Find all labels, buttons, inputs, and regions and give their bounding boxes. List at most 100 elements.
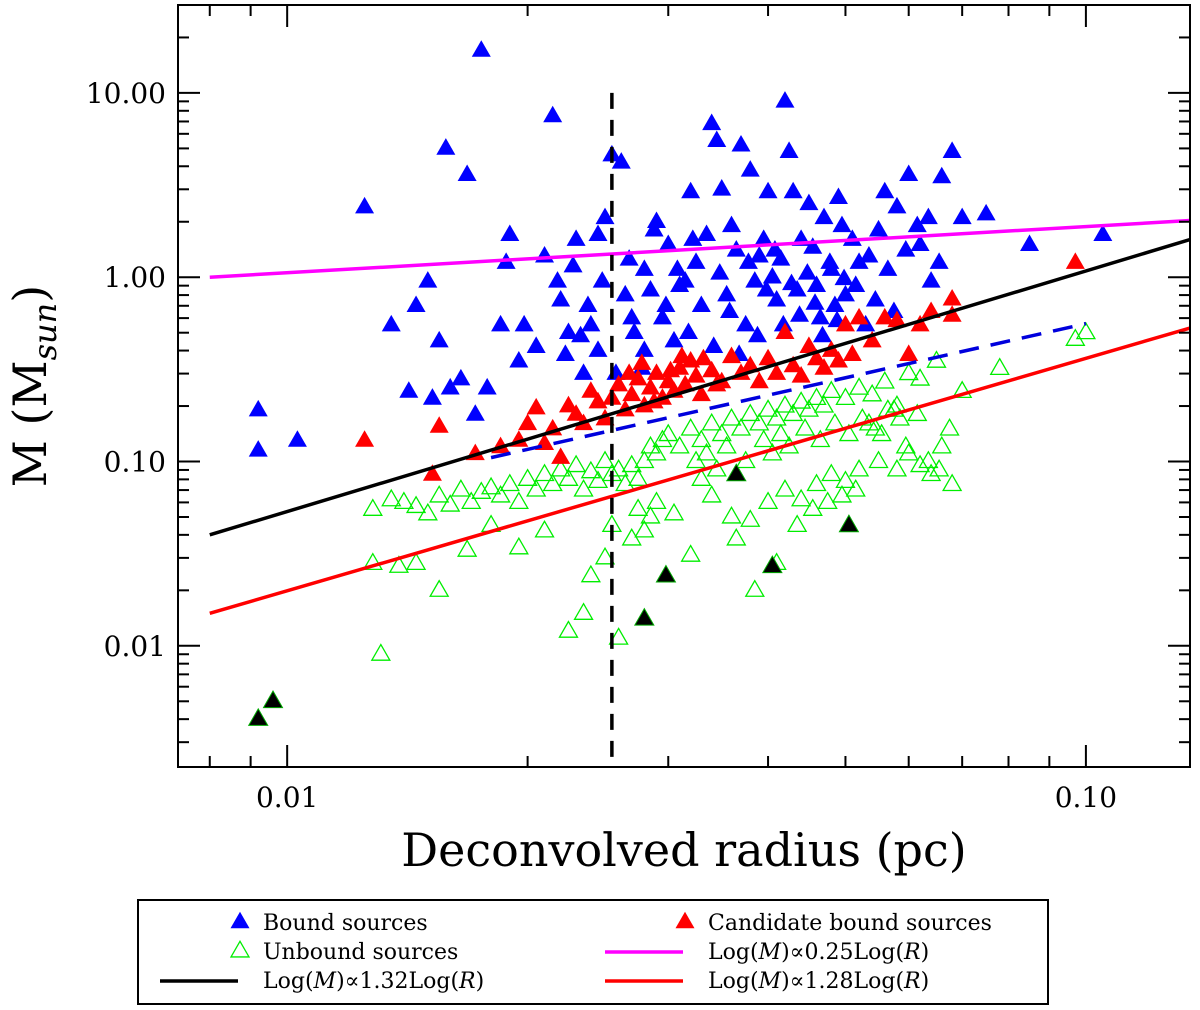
- data-point: [889, 408, 911, 426]
- series-candidate-bound-sources: [355, 252, 1085, 481]
- data-point: [931, 435, 952, 454]
- data-point: [608, 627, 629, 645]
- data-point: [862, 383, 883, 402]
- legend-label-bound: Bound sources: [263, 911, 428, 936]
- data-point: [646, 442, 667, 461]
- data-point: [862, 330, 882, 348]
- data-point: [457, 164, 477, 181]
- data-point: [471, 481, 492, 499]
- data-point: [942, 288, 962, 306]
- data-point: [817, 491, 838, 510]
- data-point: [907, 403, 928, 422]
- data-point: [580, 460, 601, 479]
- data-point: [865, 290, 885, 307]
- data-point: [405, 552, 427, 571]
- data-point: [939, 418, 960, 436]
- data-point: [429, 484, 450, 503]
- data-point: [640, 377, 660, 395]
- data-point: [989, 357, 1010, 376]
- data-point: [757, 399, 779, 417]
- data-point: [355, 430, 375, 447]
- data-point: [418, 271, 438, 288]
- data-point: [828, 187, 848, 205]
- data-point: [691, 468, 712, 486]
- data-point: [573, 479, 594, 497]
- data-point: [859, 245, 879, 263]
- data-point: [725, 463, 747, 482]
- data-point: [910, 234, 930, 252]
- data-point: [868, 450, 889, 469]
- data-point: [899, 164, 919, 181]
- data-point: [898, 362, 919, 381]
- data-point: [680, 544, 701, 562]
- data-point: [886, 458, 908, 477]
- data-point: [1020, 234, 1040, 252]
- data-point: [775, 91, 795, 108]
- data-point: [798, 399, 820, 417]
- data-point: [909, 368, 931, 386]
- data-point: [790, 391, 812, 409]
- data-point: [770, 423, 791, 442]
- data-point: [608, 458, 629, 477]
- data-point: [663, 502, 685, 521]
- data-point: [362, 498, 383, 516]
- data-point: [831, 484, 853, 503]
- data-point: [775, 322, 795, 339]
- data-point: [797, 263, 817, 280]
- data-point: [907, 215, 927, 233]
- data-point: [771, 249, 791, 266]
- data-point: [749, 371, 769, 389]
- data-point: [783, 403, 804, 422]
- data-point: [451, 368, 471, 386]
- data-point: [587, 470, 609, 489]
- data-point: [757, 491, 779, 510]
- y-tick-label: 10.00: [86, 77, 166, 110]
- data-point: [791, 366, 811, 383]
- data-point: [721, 408, 742, 426]
- data-point: [691, 384, 711, 402]
- data-point: [247, 707, 269, 726]
- data-point: [595, 207, 615, 225]
- data-point: [722, 215, 742, 233]
- data-point: [491, 314, 511, 332]
- data-point: [921, 301, 941, 318]
- data-point: [381, 488, 402, 507]
- data-point: [740, 509, 761, 527]
- legend-marker-bound: [230, 911, 250, 929]
- data-point: [680, 418, 701, 436]
- data-point: [745, 271, 765, 288]
- data-point: [731, 135, 751, 152]
- data-point: [1065, 252, 1085, 269]
- data-point: [921, 271, 941, 288]
- data-point: [370, 643, 391, 661]
- data-point: [622, 384, 642, 402]
- data-point: [766, 408, 787, 426]
- data-point: [627, 498, 649, 516]
- data-point: [621, 454, 642, 473]
- data-point: [875, 307, 895, 325]
- data-point: [832, 215, 852, 233]
- data-point: [543, 105, 563, 123]
- data-point: [683, 229, 703, 246]
- data-point: [619, 363, 639, 380]
- data-point: [740, 403, 761, 422]
- data-point: [514, 314, 534, 332]
- data-point: [500, 224, 520, 242]
- y-axis-title-main: M (M: [3, 360, 57, 487]
- data-point: [952, 207, 972, 225]
- data-point: [1065, 328, 1086, 346]
- data-point: [634, 519, 655, 538]
- legend-box: [137, 899, 1049, 1005]
- data-point: [611, 152, 631, 169]
- data-point: [765, 240, 785, 257]
- data-point: [782, 273, 802, 291]
- data-point: [849, 252, 869, 269]
- data-point: [814, 207, 834, 225]
- data-point: [711, 423, 732, 442]
- data-point: [646, 211, 666, 229]
- data-point: [825, 295, 845, 313]
- data-point: [634, 340, 654, 357]
- data-point: [738, 252, 758, 269]
- data-point: [566, 229, 586, 246]
